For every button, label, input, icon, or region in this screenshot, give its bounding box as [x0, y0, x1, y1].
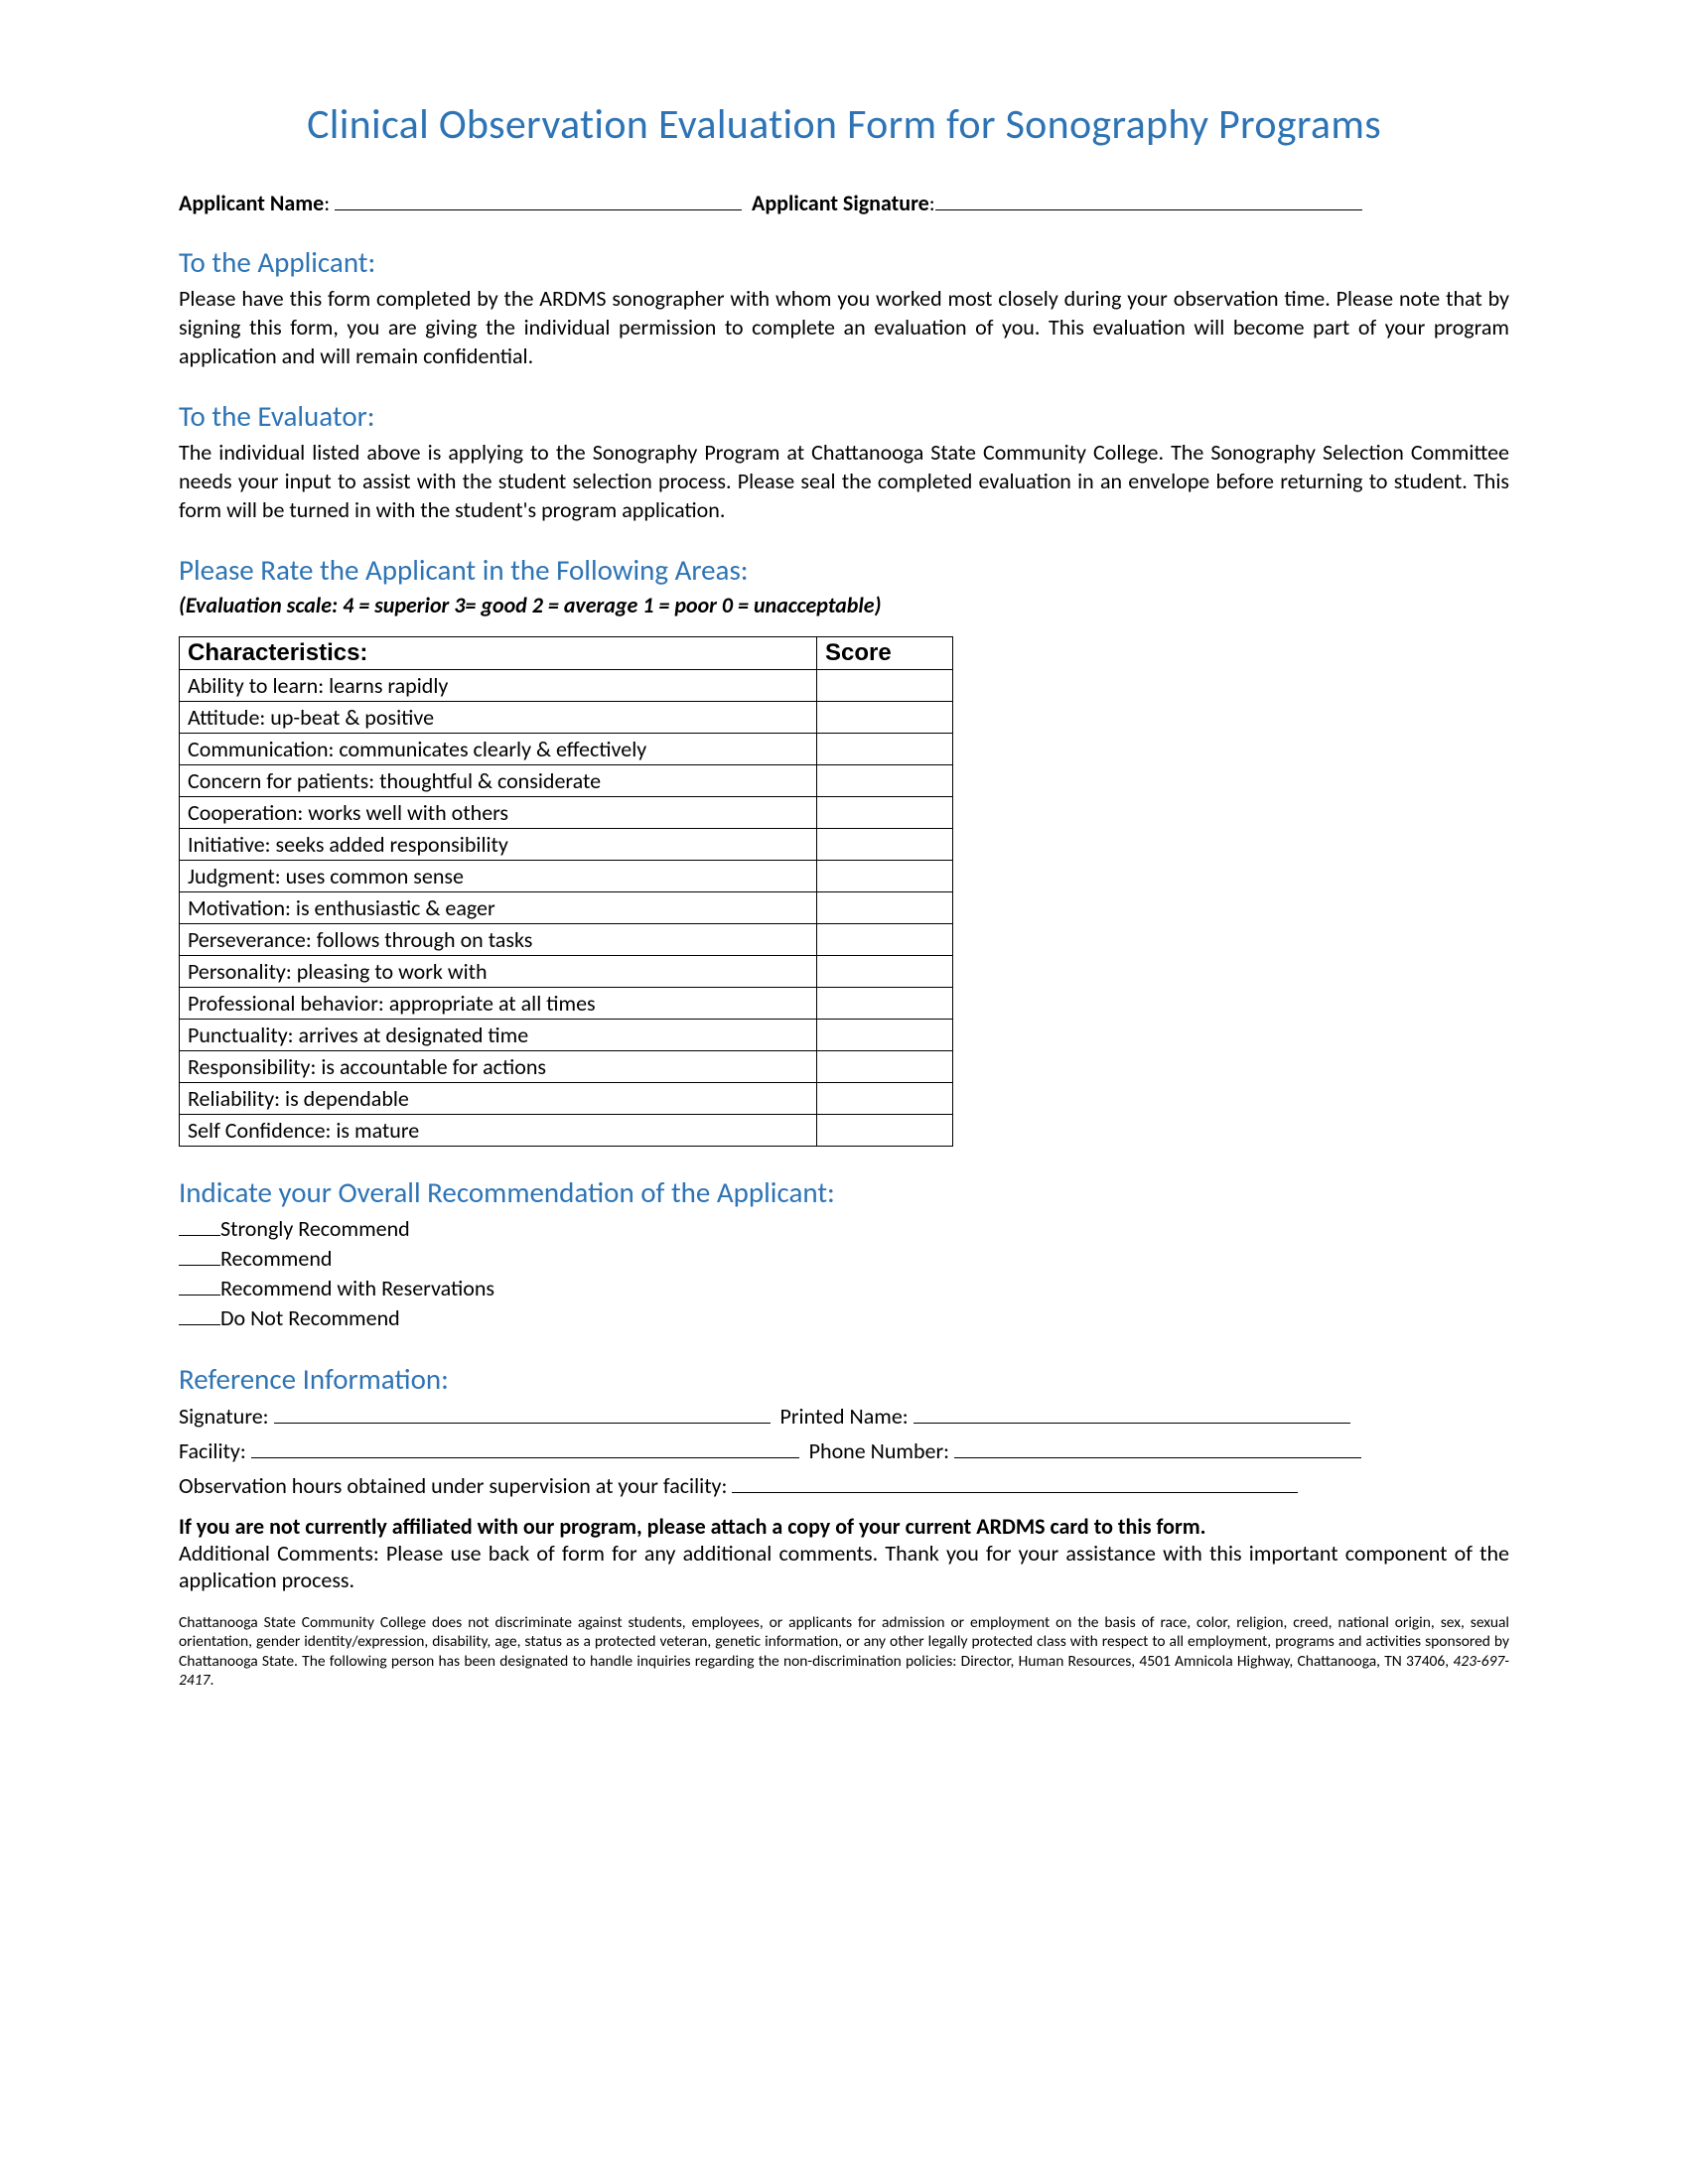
facility-label: Facility:: [179, 1437, 246, 1464]
score-cell[interactable]: [817, 734, 953, 765]
facility-input[interactable]: [251, 1457, 799, 1458]
signature-input[interactable]: [274, 1423, 771, 1424]
footer-text: Chattanooga State Community College does…: [179, 1613, 1509, 1671]
score-cell[interactable]: [817, 988, 953, 1020]
to-applicant-body: Please have this form completed by the A…: [179, 284, 1509, 370]
applicant-name-label: Applicant Name: [179, 190, 324, 216]
footer-disclaimer: Chattanooga State Community College does…: [179, 1613, 1509, 1691]
char-cell: Motivation: is enthusiastic & eager: [180, 892, 817, 924]
rec-label: Do Not Recommend: [220, 1304, 400, 1331]
char-cell: Perseverance: follows through on tasks: [180, 924, 817, 956]
printed-name-input[interactable]: [914, 1423, 1350, 1424]
char-cell: Concern for patients: thoughtful & consi…: [180, 765, 817, 797]
score-cell[interactable]: [817, 1020, 953, 1051]
to-evaluator-heading: To the Evaluator:: [179, 398, 1509, 434]
table-row: Punctuality: arrives at designated time: [180, 1020, 953, 1051]
rec-option: Recommend: [179, 1244, 1509, 1274]
to-evaluator-body: The individual listed above is applying …: [179, 438, 1509, 524]
recommendation-list: Strongly Recommend Recommend Recommend w…: [179, 1214, 1509, 1333]
char-cell: Self Confidence: is mature: [180, 1115, 817, 1147]
table-row: Ability to learn: learns rapidly: [180, 670, 953, 702]
applicant-name-row: Applicant Name: Applicant Signature:: [179, 190, 1509, 216]
char-cell: Judgment: uses common sense: [180, 861, 817, 892]
rec-label: Recommend with Reservations: [220, 1275, 494, 1301]
characteristics-table: Characteristics: Score Ability to learn:…: [179, 636, 953, 1147]
score-cell[interactable]: [817, 797, 953, 829]
table-row: Self Confidence: is mature: [180, 1115, 953, 1147]
char-cell: Initiative: seeks added responsibility: [180, 829, 817, 861]
observation-label: Observation hours obtained under supervi…: [179, 1472, 727, 1499]
evaluation-scale: (Evaluation scale: 4 = superior 3= good …: [179, 592, 1509, 618]
reference-heading: Reference Information:: [179, 1361, 1509, 1397]
score-cell[interactable]: [817, 829, 953, 861]
rec-checkbox[interactable]: [179, 1295, 220, 1296]
char-cell: Attitude: up-beat & positive: [180, 702, 817, 734]
ref-row-1: Signature: Printed Name:: [179, 1403, 1509, 1430]
char-cell: Reliability: is dependable: [180, 1083, 817, 1115]
score-cell[interactable]: [817, 765, 953, 797]
applicant-signature-label: Applicant Signature: [752, 190, 929, 216]
table-row: Concern for patients: thoughtful & consi…: [180, 765, 953, 797]
phone-input[interactable]: [954, 1457, 1361, 1458]
score-cell[interactable]: [817, 670, 953, 702]
table-row: Attitude: up-beat & positive: [180, 702, 953, 734]
char-cell: Cooperation: works well with others: [180, 797, 817, 829]
rec-checkbox[interactable]: [179, 1265, 220, 1266]
rec-checkbox[interactable]: [179, 1235, 220, 1236]
score-cell[interactable]: [817, 702, 953, 734]
applicant-signature-input[interactable]: [935, 209, 1362, 210]
rec-option: Strongly Recommend: [179, 1214, 1509, 1244]
page-title: Clinical Observation Evaluation Form for…: [179, 99, 1509, 150]
to-applicant-heading: To the Applicant:: [179, 244, 1509, 280]
signature-label: Signature:: [179, 1403, 269, 1430]
table-row: Reliability: is dependable: [180, 1083, 953, 1115]
table-row: Initiative: seeks added responsibility: [180, 829, 953, 861]
score-cell[interactable]: [817, 861, 953, 892]
table-row: Professional behavior: appropriate at al…: [180, 988, 953, 1020]
char-cell: Ability to learn: learns rapidly: [180, 670, 817, 702]
table-row: Responsibility: is accountable for actio…: [180, 1051, 953, 1083]
char-cell: Personality: pleasing to work with: [180, 956, 817, 988]
printed-name-label: Printed Name:: [779, 1403, 908, 1430]
score-cell[interactable]: [817, 1083, 953, 1115]
applicant-name-input[interactable]: [335, 209, 742, 210]
table-row: Personality: pleasing to work with: [180, 956, 953, 988]
table-col-characteristics: Characteristics:: [180, 637, 817, 670]
rec-label: Recommend: [220, 1245, 332, 1272]
ref-row-3: Observation hours obtained under supervi…: [179, 1472, 1509, 1499]
rec-option: Recommend with Reservations: [179, 1274, 1509, 1303]
table-row: Motivation: is enthusiastic & eager: [180, 892, 953, 924]
char-cell: Professional behavior: appropriate at al…: [180, 988, 817, 1020]
char-cell: Communication: communicates clearly & ef…: [180, 734, 817, 765]
additional-comments: Additional Comments: Please use back of …: [179, 1540, 1509, 1593]
page-container: Clinical Observation Evaluation Form for…: [0, 0, 1688, 2184]
char-cell: Responsibility: is accountable for actio…: [180, 1051, 817, 1083]
table-row: Perseverance: follows through on tasks: [180, 924, 953, 956]
rate-heading: Please Rate the Applicant in the Followi…: [179, 552, 1509, 588]
ref-row-2: Facility: Phone Number:: [179, 1437, 1509, 1464]
observation-input[interactable]: [732, 1492, 1298, 1493]
table-row: Communication: communicates clearly & ef…: [180, 734, 953, 765]
phone-label: Phone Number:: [809, 1437, 949, 1464]
rec-label: Strongly Recommend: [220, 1215, 410, 1242]
score-cell[interactable]: [817, 1115, 953, 1147]
score-cell[interactable]: [817, 1051, 953, 1083]
table-row: Cooperation: works well with others: [180, 797, 953, 829]
table-col-score: Score: [817, 637, 953, 670]
char-cell: Punctuality: arrives at designated time: [180, 1020, 817, 1051]
rec-checkbox[interactable]: [179, 1324, 220, 1325]
score-cell[interactable]: [817, 892, 953, 924]
score-cell[interactable]: [817, 924, 953, 956]
recommendation-heading: Indicate your Overall Recommendation of …: [179, 1174, 1509, 1210]
rec-option: Do Not Recommend: [179, 1303, 1509, 1333]
table-row: Judgment: uses common sense: [180, 861, 953, 892]
score-cell[interactable]: [817, 956, 953, 988]
ardms-note: If you are not currently affiliated with…: [179, 1513, 1509, 1540]
